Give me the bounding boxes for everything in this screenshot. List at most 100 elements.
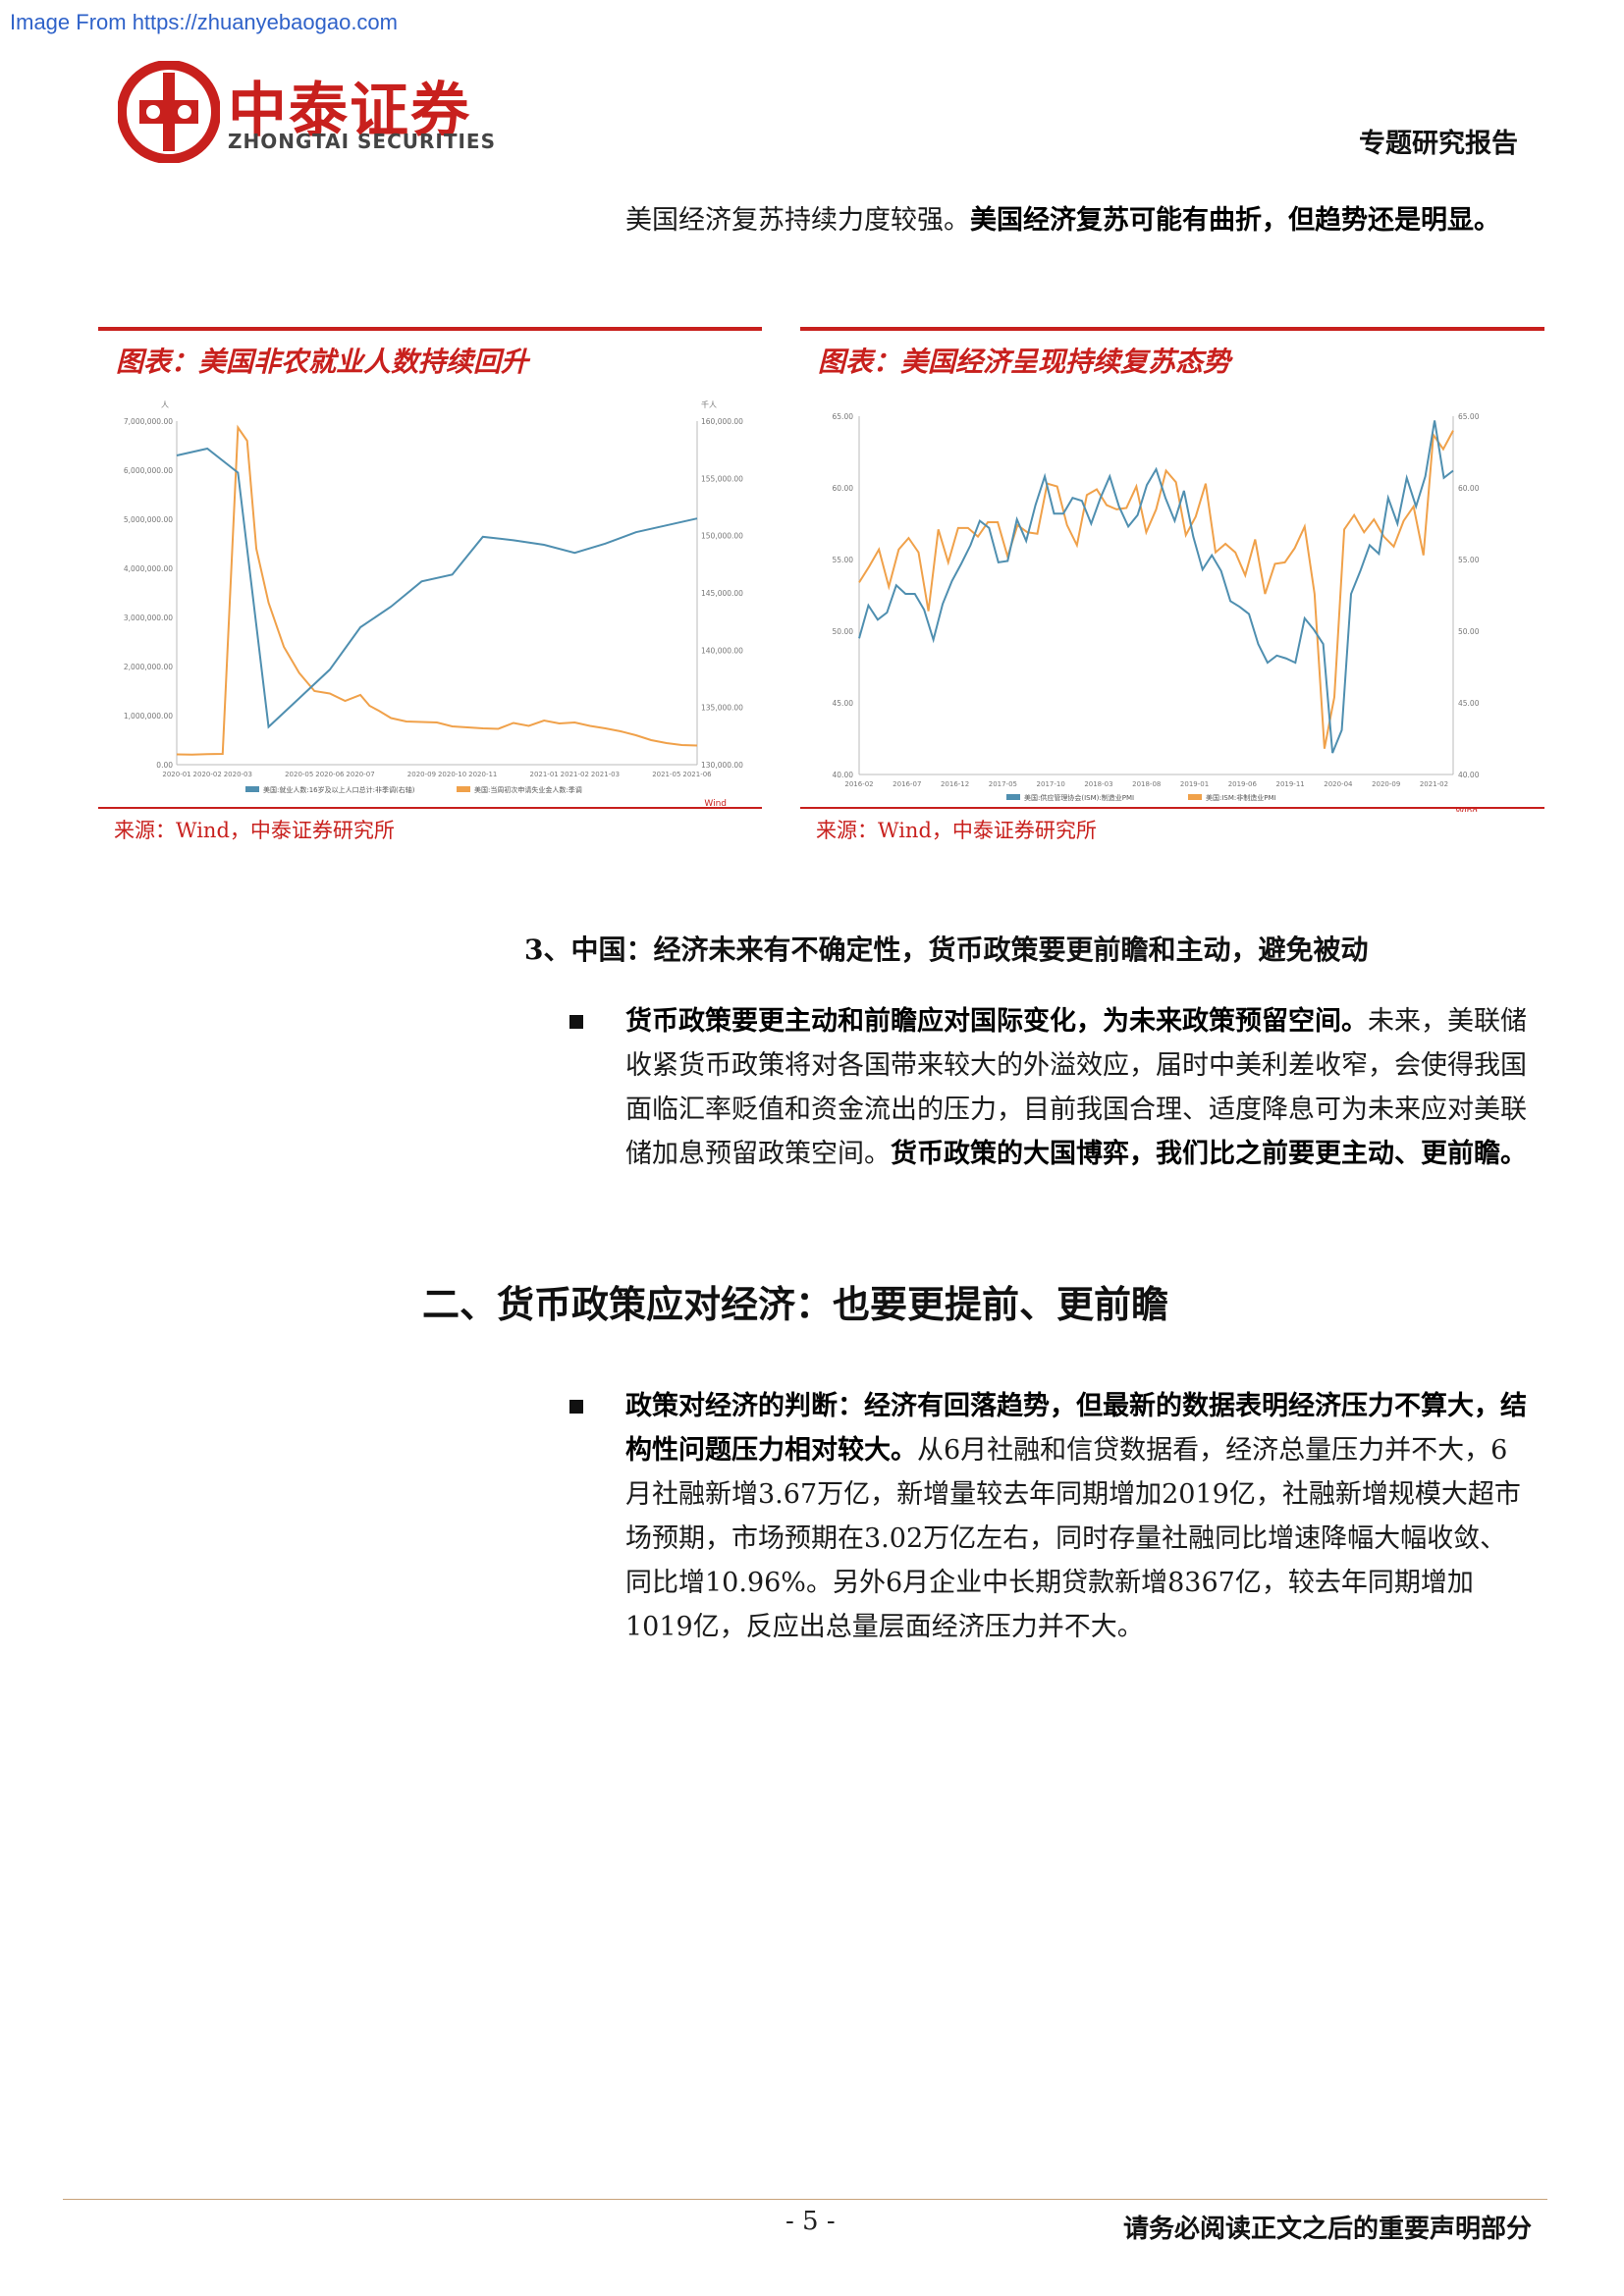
- intro-normal: 美国经济复苏持续力度较强。: [625, 205, 970, 236]
- chart-2-x-tick: 2020-09: [1372, 780, 1400, 788]
- logo-chinese-name: 中泰证券: [228, 77, 471, 145]
- footer-divider: [63, 2199, 1547, 2200]
- chart-1-x-tick: 2020-06: [315, 771, 345, 778]
- chart-1-bottom-line: [98, 807, 762, 809]
- bullet-square-icon: [569, 1400, 583, 1414]
- chart-2-x-tick: 2016-07: [893, 780, 921, 788]
- chart-2-title: 图表：美国经济呈现持续复苏态势: [818, 346, 1231, 378]
- chart-1-svg: 人 千人 0.00 1,000,000.00 2,000,000.00 3,000,000…: [124, 400, 743, 809]
- chart-2-svg: 40.00 40.00 45.00 45.00 50.00 50.00 55.00 55.00…: [833, 412, 1480, 812]
- chart-1-x-tick: 2020-07: [346, 771, 374, 778]
- chart-1-left-unit: 人: [161, 400, 169, 409]
- chart-1-x-tick: 2020-03: [224, 771, 252, 778]
- chart-2-x-tick: 2019-11: [1275, 780, 1304, 788]
- chart-1-series-employment-line: [176, 447, 698, 729]
- chart-1-y-right-tick: 150,000.00: [701, 532, 743, 541]
- chart-1-y-left-tick: 7,000,000.00: [124, 417, 173, 426]
- chart-1-y-left-tick: 1,000,000.00: [124, 712, 173, 721]
- chart-1-y-right-tick: 160,000.00: [701, 417, 743, 426]
- section-2-bullet-paragraph: 政策对经济的判断：经济有回落趋势，但最新的数据表明经济压力不算大，结构性问题压力…: [625, 1384, 1529, 1649]
- chart-1-y-left-tick: 2,000,000.00: [124, 663, 173, 671]
- chart-2-y-right-tick: 65.00: [1458, 412, 1480, 421]
- section-2-bold-lead: 政策对经济的判断：经济有回落趋势，但最新的数据表明经济压力不算大，结构性问题压力…: [625, 1391, 1527, 1466]
- chart-2-x-tick: 2018-08: [1132, 780, 1161, 788]
- chart-1-y-right-tick: 145,000.00: [701, 589, 743, 598]
- chart-2-x-tick: 2016-02: [844, 780, 873, 788]
- chart-1-x-tick: 2020-09: [407, 771, 436, 778]
- chart-1-wind-brand: Wind: [704, 799, 727, 809]
- chart-1-y-right-tick: 135,000.00: [701, 704, 743, 713]
- logo-english-name: ZHONGTAI SECURITIES: [228, 130, 496, 153]
- chart-1-legend-label-1: 美国:就业人数:16岁及以上人口总计:非季调(右轴): [263, 785, 415, 794]
- chart-1-y-left-tick: 5,000,000.00: [124, 515, 173, 524]
- section-2-body: 从6月社融和信贷数据看，经济总量压力并不大，6月社融新增3.67万亿，新增量较去…: [625, 1435, 1521, 1642]
- chart-2-y-right-tick: 60.00: [1458, 484, 1480, 493]
- chart-2-y-left-tick: 65.00: [833, 412, 854, 421]
- chart-2-y-right-tick: 50.00: [1458, 627, 1480, 636]
- chart-2-series-non-mfg-line: [858, 430, 1454, 749]
- zhongtai-logo-icon: [118, 61, 220, 163]
- chart-1-y-left-tick: 3,000,000.00: [124, 614, 173, 622]
- chart-1-x-tick: 2021-02: [561, 771, 589, 778]
- section-3-heading: 3、中国：经济未来有不确定性，货币政策要更前瞻和主动，避免被动: [524, 934, 1369, 966]
- page-number: - 5 -: [785, 2207, 836, 2236]
- footer-disclaimer: 请务必阅读正文之后的重要声明部分: [1122, 2215, 1532, 2244]
- chart-1-y-right-tick: 140,000.00: [701, 646, 743, 655]
- chart-2-source: 来源：Wind，中泰证券研究所: [816, 819, 1097, 842]
- section-3-bold-lead: 货币政策要更主动和前瞻应对国际变化，为未来政策预留空间。: [625, 1006, 1368, 1037]
- chart-1-x-tick: 2020-10: [438, 771, 466, 778]
- chart-2-x-tick: 2017-10: [1037, 780, 1065, 788]
- chart-1-x-tick: 2020-01: [162, 771, 190, 778]
- chart-2-wind-brand: Wind: [1455, 807, 1478, 812]
- chart-2-y-left-tick: 45.00: [833, 699, 854, 708]
- chart-1-legend-label-2: 美国:当周初次申请失业金人数:季调: [474, 785, 582, 794]
- chart-2-container: 图表：美国经济呈现持续复苏态势 40.00 40.00 45.00 45.00 50.0…: [800, 327, 1544, 812]
- chart-1-legend-swatch-1: [245, 786, 259, 792]
- chart-1-x-tick: 2021-01: [529, 771, 558, 778]
- chart-2-legend-label-2: 美国:ISM:非制造业PMI: [1206, 793, 1276, 802]
- chart-1-y-left-tick: 4,000,000.00: [124, 564, 173, 573]
- chart-1-y-right-tick: 155,000.00: [701, 474, 743, 483]
- intro-paragraph: 美国经济复苏持续力度较强。美国经济复苏可能有曲折，但趋势还是明显。: [625, 198, 1529, 242]
- chart-1-x-tick: 2020-11: [468, 771, 497, 778]
- chart-2-x-tick: 2017-05: [989, 780, 1017, 788]
- report-type-label: 专题研究报告: [1359, 129, 1518, 159]
- chart-1-y-left-tick: 0.00: [156, 761, 173, 770]
- chart-2-y-left-tick: 55.00: [833, 556, 854, 564]
- chart-2-legend-swatch-1: [1006, 794, 1020, 800]
- chart-1-x-tick: 2021-05: [652, 771, 680, 778]
- chart-1-container: 图表：美国非农就业人数持续回升 人 千人 0.00 1,000,000.00 2,000…: [98, 327, 762, 812]
- chart-2-y-right-tick: 45.00: [1458, 699, 1480, 708]
- chart-2-y-left-tick: 60.00: [833, 484, 854, 493]
- chart-2-x-tick: 2021-02: [1420, 780, 1448, 788]
- chart-2-x-tick: 2019-06: [1228, 780, 1258, 788]
- chart-1-x-tick: 2020-02: [193, 771, 222, 778]
- chart-2-y-left-tick: 50.00: [833, 627, 854, 636]
- section-2-heading: 二、货币政策应对经济：也要更提前、更前瞻: [422, 1282, 1169, 1326]
- section-3-bullet-paragraph: 货币政策要更主动和前瞻应对国际变化，为未来政策预留空间。未来，美联储收紧货币政策…: [625, 999, 1529, 1176]
- chart-2-y-right-tick: 55.00: [1458, 556, 1480, 564]
- chart-1-x-tick: 2021-06: [682, 771, 712, 778]
- watermark-text: Image From https://zhuanyebaogao.com: [10, 10, 398, 34]
- chart-2-y-right-tick: 40.00: [1458, 771, 1480, 779]
- bullet-square-icon: [569, 1015, 583, 1029]
- chart-2-x-tick: 2016-12: [941, 780, 969, 788]
- intro-bold: 美国经济复苏可能有曲折，但趋势还是明显。: [970, 205, 1500, 236]
- chart-2-x-tick: 2019-01: [1180, 780, 1209, 788]
- chart-1-x-tick: 2021-03: [591, 771, 620, 778]
- chart-1-x-tick: 2020-05: [285, 771, 313, 778]
- chart-2-series-mfg-line: [858, 420, 1454, 754]
- chart-2-bottom-line: [800, 807, 1544, 809]
- chart-1-title: 图表：美国非农就业人数持续回升: [116, 346, 529, 378]
- chart-2-legend-label-1: 美国:供应管理协会(ISM):制造业PMI: [1024, 793, 1134, 802]
- chart-1-y-left-tick: 6,000,000.00: [124, 466, 173, 475]
- chart-1-right-unit: 千人: [701, 400, 717, 409]
- chart-1-y-right-tick: 130,000.00: [701, 761, 743, 770]
- chart-2-x-tick: 2018-03: [1084, 780, 1112, 788]
- chart-1-legend-swatch-2: [457, 786, 470, 792]
- chart-2-x-tick: 2020-04: [1324, 780, 1353, 788]
- chart-1-source: 来源：Wind，中泰证券研究所: [114, 819, 395, 842]
- chart-1-series-claims-line: [176, 424, 698, 756]
- chart-2-legend-swatch-2: [1188, 794, 1202, 800]
- section-3-bold-tail: 货币政策的大国博弈，我们比之前要更主动、更前瞻。: [891, 1139, 1527, 1169]
